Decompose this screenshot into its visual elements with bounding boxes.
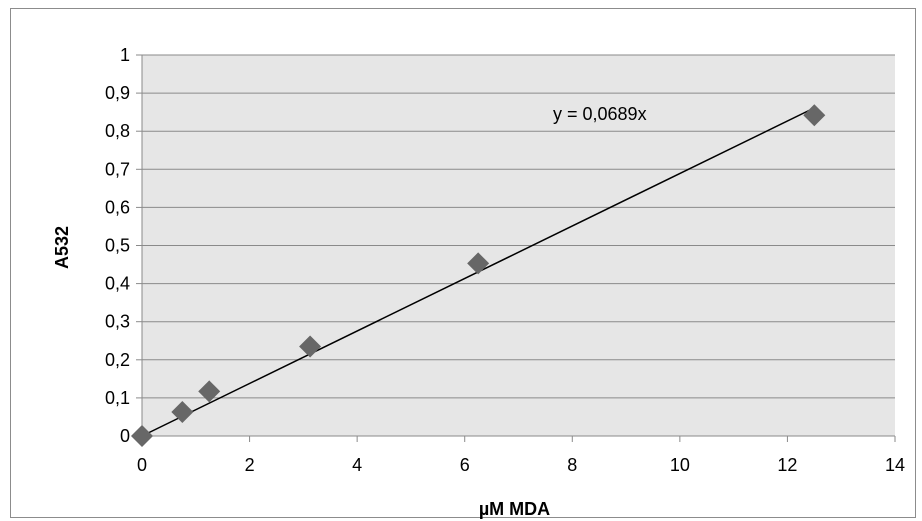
x-tick-label: 12 [777,455,797,475]
y-tick-label: 0,1 [105,388,130,408]
data-point [198,380,221,403]
data-point [171,400,194,423]
data-point [131,425,153,447]
x-axis-title: µM MDA [479,499,550,519]
gridlines [136,54,896,442]
trendline-equation: y = 0,0689x [553,104,647,124]
y-axis-title: A532 [52,226,72,269]
y-tick-label: 0,8 [105,121,130,141]
data-points [131,104,826,447]
y-tick-labels: 0 0,1 0,2 0,3 0,4 0,5 0,6 0,7 0,8 0,9 1 [105,45,130,446]
x-tick-label: 8 [567,455,577,475]
x-tick-label: 4 [352,455,362,475]
data-point [467,252,490,275]
y-tick-label: 0,7 [105,159,130,179]
y-tick-label: 1 [120,45,130,65]
y-tick-label: 0,3 [105,312,130,332]
x-tick-label: 6 [460,455,470,475]
y-tick-label: 0,2 [105,350,130,370]
data-point [299,335,322,358]
y-tick-label: 0,9 [105,83,130,103]
x-tick-label: 2 [245,455,255,475]
x-tick-label: 10 [670,455,690,475]
x-tick-labels: 0 2 4 6 8 10 12 14 [137,455,905,475]
y-tick-label: 0,6 [105,197,130,217]
data-point [803,104,826,127]
y-tick-label: 0,5 [105,236,130,256]
y-tick-label: 0 [120,426,130,446]
axes [141,55,895,437]
y-tick-label: 0,4 [105,274,130,294]
x-tick-label: 14 [885,455,905,475]
x-tick-label: 0 [137,455,147,475]
